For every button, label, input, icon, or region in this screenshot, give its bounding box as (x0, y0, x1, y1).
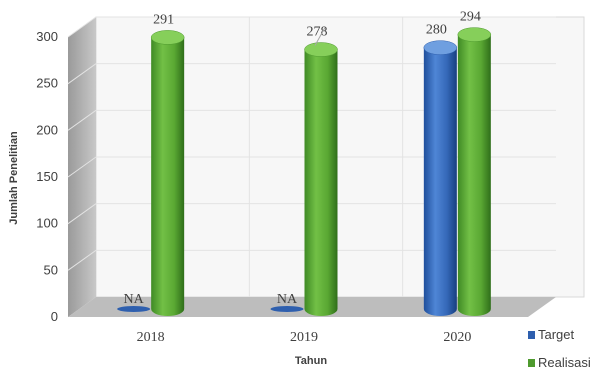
bar-target-2018 (117, 306, 151, 312)
y-tick-label: 100 (36, 216, 58, 231)
y-tick-label: 200 (36, 122, 58, 137)
data-label: NA (124, 292, 145, 307)
bar-target-2019 (270, 306, 304, 312)
x-axis-title: Tahun (295, 355, 327, 367)
y-tick-label: 250 (36, 76, 58, 91)
data-label: NA (277, 292, 298, 307)
data-label: 291 (153, 12, 174, 27)
x-tick-label: 2020 (443, 330, 471, 345)
gridline-side (67, 63, 97, 85)
x-axis-ticks: 2018 2019 2020 (137, 330, 472, 345)
label-leader-line (314, 27, 326, 46)
data-label: 280 (426, 23, 447, 38)
gridline-side (67, 109, 97, 131)
legend-label: Realisasi (538, 355, 591, 370)
gridline-side (67, 16, 97, 38)
gridline-side (67, 203, 97, 225)
gridline-side (67, 249, 97, 271)
y-tick-label: 150 (36, 169, 58, 184)
gridline-side (67, 156, 97, 178)
y-axis-ticks: 0 50 100 150 200 250 300 (36, 29, 58, 324)
bar-target-2020 (423, 40, 458, 317)
x-tick-label: 2018 (137, 330, 165, 345)
legend-swatch (528, 331, 535, 339)
bar-realisasi-2018 (150, 30, 185, 317)
legend-label: Target (538, 327, 575, 342)
bar-realisasi-2020 (457, 27, 492, 317)
y-tick-label: 0 (51, 309, 58, 324)
legend: Target Realisasi (528, 327, 591, 370)
bars (117, 27, 492, 317)
legend-item-target: Target (528, 327, 575, 342)
y-axis-title: Jumlah Penelitian (8, 131, 20, 225)
x-tick-label: 2019 (290, 330, 318, 345)
bar-realisasi-2019 (304, 42, 338, 317)
legend-swatch (528, 359, 535, 367)
data-label: 278 (307, 25, 328, 40)
data-labels: NA NA 280 291 278 294 (124, 10, 481, 307)
y-tick-label: 50 (44, 262, 58, 277)
data-label: 294 (460, 10, 481, 25)
legend-item-realisasi: Realisasi (528, 355, 591, 370)
y-tick-label: 300 (36, 29, 58, 44)
